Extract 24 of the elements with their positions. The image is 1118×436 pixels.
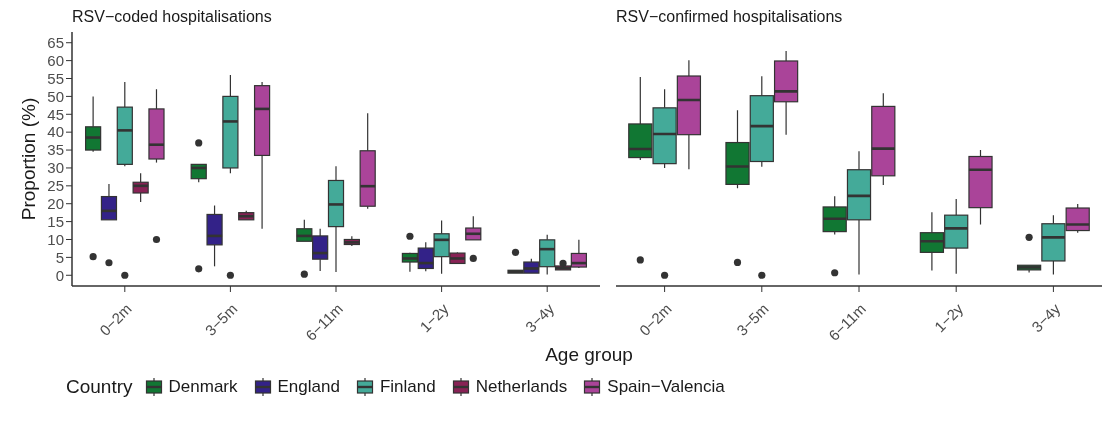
y-tick-label: 0 — [55, 266, 64, 284]
y-tick-label: 65 — [47, 34, 64, 52]
legend-label: England — [276, 377, 340, 397]
y-tick-label: 15 — [47, 212, 64, 230]
y-tick-label: 30 — [47, 159, 64, 177]
y-tick-label: 50 — [47, 87, 64, 105]
legend-label: Finland — [378, 377, 436, 397]
y-tick-label: 20 — [47, 195, 64, 213]
x-axis-title: Age group — [544, 344, 634, 366]
y-tick-label: 5 — [55, 248, 64, 266]
chart-title: RSV−confirmed hospitalisations — [615, 8, 844, 26]
y-tick-label: 55 — [47, 69, 64, 87]
y-tick-label: 10 — [47, 230, 64, 248]
y-tick-label: 60 — [47, 51, 64, 69]
y-axis-title: Proportion (%) — [17, 97, 39, 221]
y-tick-label: 45 — [47, 105, 64, 123]
legend-label: Spain−Valencia — [606, 377, 725, 397]
chart-title: RSV−coded hospitalisations — [71, 8, 273, 26]
y-tick-label: 35 — [47, 141, 64, 159]
legend-label: Netherlands — [474, 377, 568, 397]
legend-label: Denmark — [167, 377, 238, 397]
y-tick-label: 40 — [47, 123, 64, 141]
y-tick-label: 25 — [47, 177, 64, 195]
legend-title: Country — [66, 376, 133, 398]
